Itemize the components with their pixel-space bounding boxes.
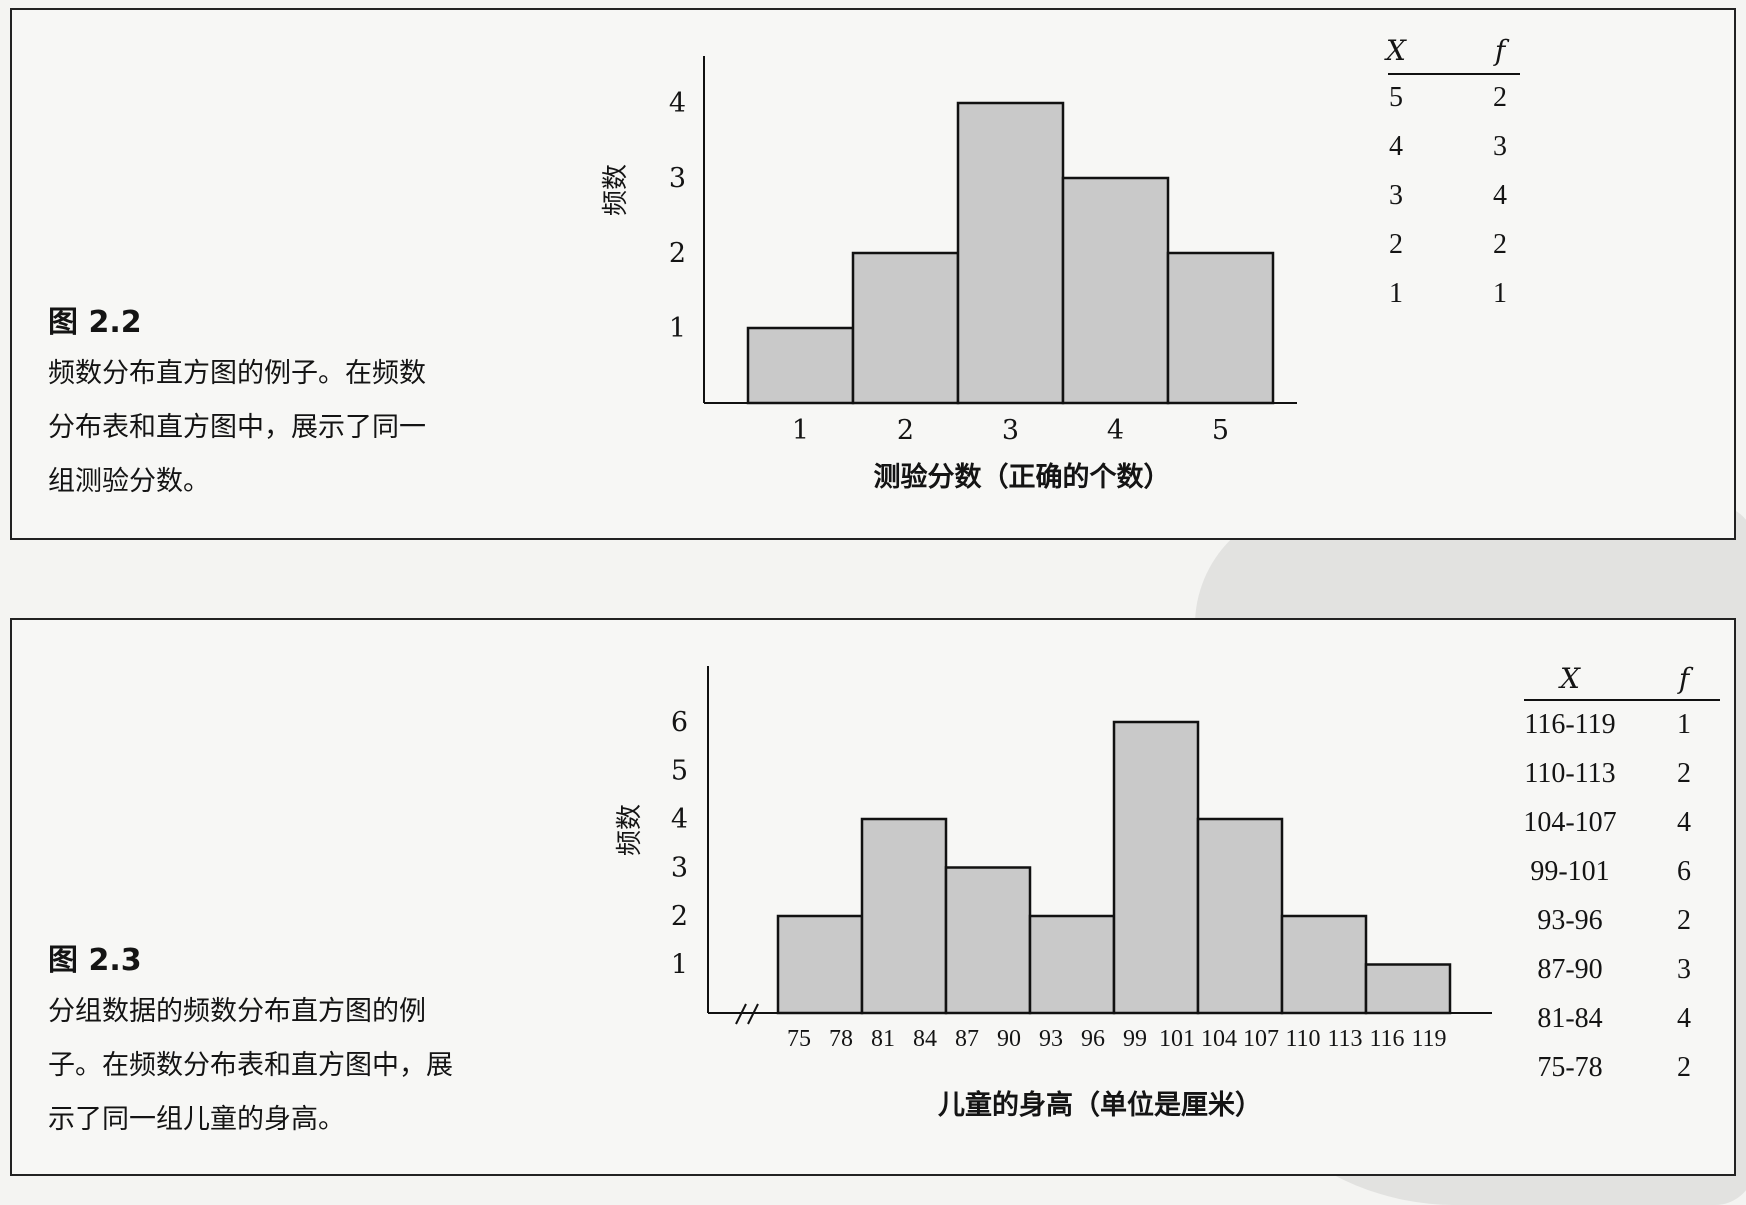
y-axis-label: 频数 — [615, 804, 645, 856]
bar-4 — [1061, 176, 1170, 405]
table-cell-x: 87-90 — [1537, 954, 1602, 985]
bar-93-96 — [1028, 914, 1116, 1015]
x-tick-label: 84 — [913, 1026, 937, 1052]
x-tick-label: 5 — [1212, 415, 1229, 446]
table-cell-x: 1 — [1389, 278, 1403, 309]
x-tick-label: 104 — [1201, 1026, 1237, 1052]
bar-104-107 — [1196, 817, 1284, 1015]
x-tick-label: 75 — [787, 1026, 811, 1052]
bar-116-119 — [1364, 963, 1452, 1015]
table-cell-x: 110-113 — [1524, 758, 1615, 789]
y-tick-label: 1 — [669, 313, 686, 344]
table-cell-x: 2 — [1389, 229, 1403, 260]
x-tick-label: 116 — [1369, 1026, 1404, 1052]
y-tick-label: 5 — [671, 756, 688, 787]
bar-3 — [956, 101, 1065, 405]
figure-2-2-caption-text: 频数分布直方图的例子。在频数 分布表和直方图中，展示了同一 组测验分数。 — [48, 358, 426, 497]
figure-2-3-caption-text: 分组数据的频数分布直方图的例 子。在频数分布表和直方图中，展 示了同一组儿童的身… — [48, 996, 453, 1135]
figure-2-3-panel: 图 2.3 分组数据的频数分布直方图的例 子。在频数分布表和直方图中，展 示了同… — [10, 618, 1736, 1176]
y-tick-label: 1 — [671, 950, 688, 981]
bar-110-113 — [1280, 914, 1368, 1015]
x-tick-label: 101 — [1159, 1026, 1195, 1052]
table-cell-f: 3 — [1677, 954, 1691, 985]
table-cell-f: 2 — [1493, 229, 1507, 260]
figure-2-3-histogram: 75 78 81 84 87 90 93 96 99 101 104 107 110 113 116 1191… — [615, 662, 1720, 1121]
table-header-f: f — [1493, 34, 1510, 67]
figure-2-3-caption: 图 2.3 分组数据的频数分布直方图的例 子。在频数分布表和直方图中，展 示了同… — [48, 935, 588, 1147]
x-tick-label: 93 — [1039, 1026, 1063, 1052]
x-tick-label: 99 — [1123, 1026, 1147, 1052]
table-header-f: f — [1677, 662, 1694, 695]
y-tick-label: 3 — [669, 163, 686, 194]
table-header-x: X — [1558, 662, 1581, 695]
bar-99-101 — [1112, 720, 1200, 1015]
figure-2-2-caption: 图 2.2 频数分布直方图的例子。在频数 分布表和直方图中，展示了同一 组测验分… — [48, 297, 538, 509]
y-axis-label: 频数 — [601, 164, 631, 216]
table-cell-x: 75-78 — [1537, 1052, 1602, 1083]
table-cell-x: 116-119 — [1524, 709, 1615, 740]
x-tick-label: 78 — [829, 1026, 853, 1052]
x-tick-label: 3 — [1002, 415, 1019, 446]
table-cell-f: 2 — [1677, 905, 1691, 936]
figure-2-2-panel: 图 2.2 频数分布直方图的例子。在频数 分布表和直方图中，展示了同一 组测验分… — [10, 8, 1736, 540]
table-cell-f: 4 — [1677, 807, 1691, 838]
x-tick-label: 110 — [1285, 1026, 1320, 1052]
x-tick-label: 2 — [897, 415, 914, 446]
x-tick-label: 107 — [1243, 1026, 1279, 1052]
y-tick-label: 2 — [669, 238, 686, 269]
bar-87-90 — [944, 866, 1032, 1015]
y-tick-label: 2 — [671, 901, 688, 932]
x-tick-label: 81 — [871, 1026, 895, 1052]
table-cell-f: 1 — [1677, 709, 1691, 740]
x-tick-label: 96 — [1081, 1026, 1105, 1052]
axis-break-mark — [747, 1003, 759, 1025]
table-cell-x: 93-96 — [1537, 905, 1602, 936]
table-cell-f: 6 — [1677, 856, 1691, 887]
table-cell-f: 2 — [1677, 758, 1691, 789]
x-tick-label: 1 — [792, 415, 809, 446]
figure-2-2-caption-title: 图 2.2 — [48, 305, 142, 340]
table-cell-x: 3 — [1389, 180, 1403, 211]
table-cell-x: 81-84 — [1537, 1003, 1602, 1034]
figure-2-3-caption-title: 图 2.3 — [48, 943, 142, 978]
table-cell-x: 4 — [1389, 131, 1403, 162]
table-cell-f: 2 — [1677, 1052, 1691, 1083]
table-cell-x: 99-101 — [1530, 856, 1609, 887]
x-tick-label: 113 — [1327, 1026, 1362, 1052]
x-tick-label: 90 — [997, 1026, 1021, 1052]
bar-5 — [1166, 251, 1275, 405]
y-tick-label: 4 — [671, 804, 688, 835]
x-tick-label: 87 — [955, 1026, 979, 1052]
y-tick-label: 3 — [671, 853, 688, 884]
bar-81-84 — [860, 817, 948, 1015]
table-cell-f: 4 — [1677, 1003, 1691, 1034]
bar-2 — [851, 251, 960, 405]
table-cell-f: 4 — [1493, 180, 1507, 211]
table-cell-x: 5 — [1389, 82, 1403, 113]
x-tick-label: 119 — [1411, 1026, 1446, 1052]
table-cell-f: 3 — [1493, 131, 1507, 162]
axis-break-mark — [735, 1003, 747, 1025]
x-axis-label: 儿童的身高（单位是厘米） — [938, 1089, 1262, 1121]
x-axis-label: 测验分数（正确的个数） — [874, 461, 1171, 493]
x-tick-label: 4 — [1107, 415, 1124, 446]
table-cell-f: 1 — [1493, 278, 1507, 309]
bar-75-78 — [776, 914, 864, 1015]
table-cell-f: 2 — [1493, 82, 1507, 113]
y-tick-label: 6 — [671, 707, 688, 738]
bar-1 — [746, 326, 855, 405]
table-header-x: X — [1384, 34, 1407, 67]
table-cell-x: 104-107 — [1523, 807, 1616, 838]
y-tick-label: 4 — [669, 88, 686, 119]
